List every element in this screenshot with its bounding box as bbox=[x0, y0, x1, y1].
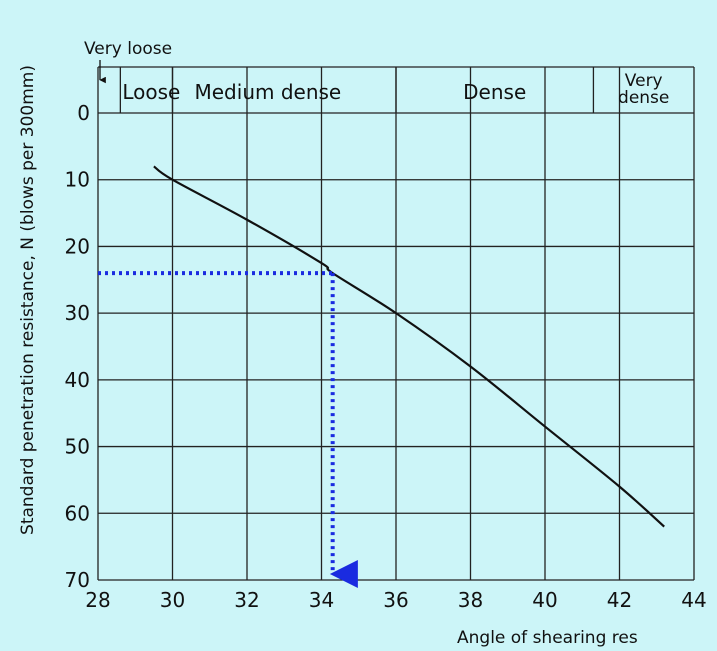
x-tick-label-42: 42 bbox=[607, 588, 632, 612]
x-tick-label-34: 34 bbox=[309, 588, 334, 612]
x-tick-label-44: 44 bbox=[681, 588, 706, 612]
series-line-0 bbox=[153, 165, 665, 528]
band-label-very-loose: Very loose bbox=[84, 39, 172, 59]
x-tick-label-30: 30 bbox=[160, 588, 185, 612]
grid bbox=[97, 66, 695, 581]
y-tick-label-10: 10 bbox=[65, 168, 90, 192]
y-tick-label-60: 60 bbox=[65, 501, 90, 525]
curve-layer bbox=[153, 165, 665, 528]
guide-layer bbox=[98, 271, 358, 588]
y-tick-label-70: 70 bbox=[65, 568, 90, 592]
band-label-medium-dense: Medium dense bbox=[195, 80, 342, 104]
ticks: 28 30 32 34 36 38 40 42 44 0 10 20 30 40 50 60 70 bbox=[65, 101, 707, 612]
band-label-very-dense: Very dense bbox=[618, 71, 669, 108]
y-tick-label-20: 20 bbox=[65, 234, 90, 258]
band-label-very-dense-line: Very bbox=[625, 71, 663, 91]
x-tick-label-36: 36 bbox=[383, 588, 408, 612]
y-tick-label-0: 0 bbox=[77, 101, 90, 125]
y-tick-label-40: 40 bbox=[65, 368, 90, 392]
x-tick-label-38: 38 bbox=[458, 588, 483, 612]
x-tick-label-40: 40 bbox=[532, 588, 557, 612]
band-label-loose: Loose bbox=[122, 80, 180, 104]
band-label-very-dense-line: dense bbox=[618, 88, 669, 108]
x-tick-label-28: 28 bbox=[85, 588, 110, 612]
y-axis-label: Standard penetration resistance, N (blow… bbox=[18, 65, 38, 535]
density-bands: Very loose Loose Medium dense Dense Very dens… bbox=[84, 39, 669, 113]
y-tick-label-50: 50 bbox=[65, 435, 90, 459]
x-axis-label: Angle of shearing res bbox=[457, 628, 638, 648]
y-tick-label-30: 30 bbox=[65, 301, 90, 325]
band-label-dense: Dense bbox=[463, 80, 526, 104]
x-tick-label-32: 32 bbox=[234, 588, 259, 612]
